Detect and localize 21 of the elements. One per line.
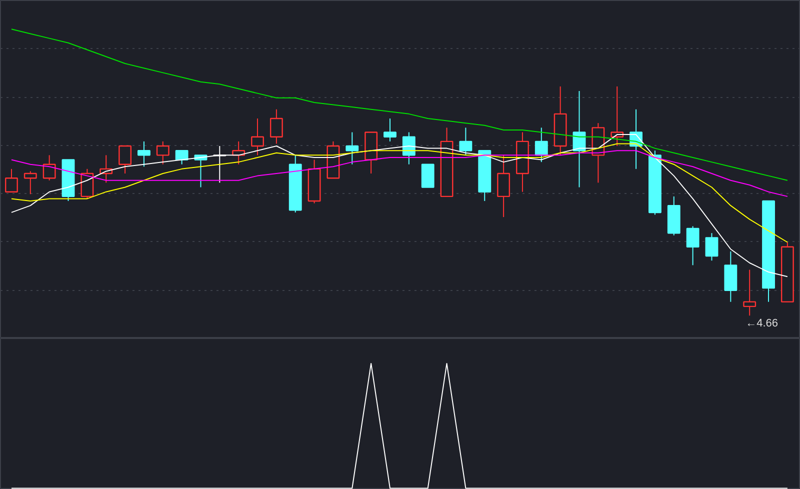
candlestick [384,118,396,142]
candlestick [5,168,18,192]
candlestick [118,145,132,174]
candlestick [80,168,94,200]
candlestick [534,127,548,163]
candlestick [42,154,56,181]
candlestick [686,226,700,266]
candlestick [24,170,37,195]
candlestick [251,118,264,156]
candlestick [346,132,359,165]
candlestick [459,127,472,156]
candlestick [137,140,150,168]
candlestick [175,150,188,165]
candlestick [705,232,718,262]
text: ←4.66 [746,318,778,330]
candlestick [156,140,170,165]
candlestick [497,154,510,218]
candlestick [270,108,283,144]
candlestick [743,269,756,316]
candlestick [421,164,434,188]
candlestick [402,132,416,165]
